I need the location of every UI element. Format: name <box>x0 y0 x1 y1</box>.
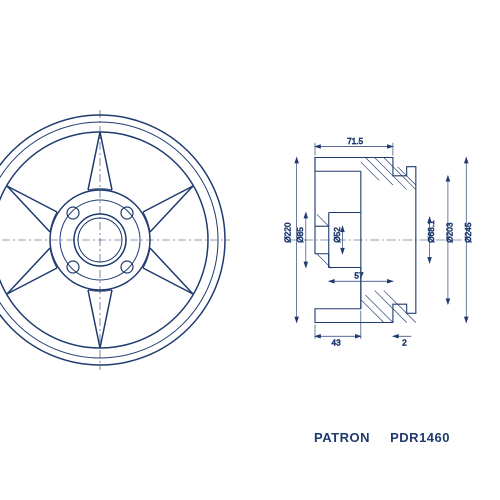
dim-edge: 2 <box>402 338 407 347</box>
dim-bore: Ø52 <box>333 227 342 243</box>
dim-hub-dia: Ø68.1 <box>427 220 436 243</box>
side-view-drawing: 71.5 Ø220 Ø85 Ø52 Ø68.1 Ø <box>250 130 490 350</box>
drawing-area: 71.5 Ø220 Ø85 Ø52 Ø68.1 Ø <box>0 100 500 400</box>
dim-drum-dia: Ø203 <box>446 222 455 243</box>
dim-depth: 57 <box>354 272 364 281</box>
front-view-drawing <box>0 110 230 370</box>
dim-offset: 43 <box>332 338 342 347</box>
brand-label: PATRON <box>314 430 370 445</box>
dim-flange-dia: Ø245 <box>464 222 473 243</box>
dim-pcd: Ø85 <box>296 227 305 243</box>
dim-outer-dia: Ø220 <box>283 222 292 243</box>
dim-top-width: 71.5 <box>347 137 363 146</box>
part-number-label: PDR1460 <box>390 430 450 445</box>
